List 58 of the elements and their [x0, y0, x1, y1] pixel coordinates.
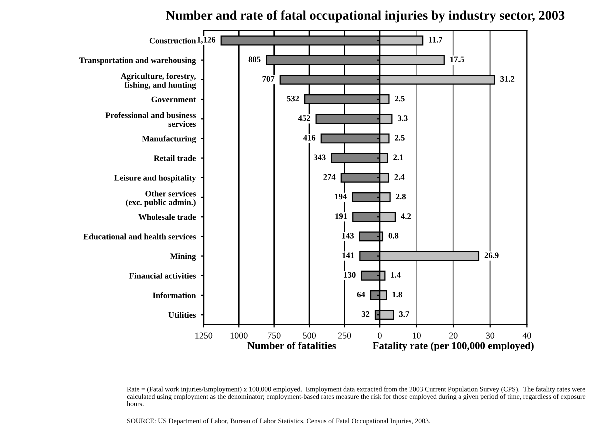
x-tick-label: 40: [522, 332, 532, 339]
data-label: 2.8: [396, 194, 406, 200]
data-label: 532: [287, 96, 300, 102]
y-tick-label: Educational and health services: [84, 234, 196, 240]
data-label: 26.9: [484, 252, 499, 258]
data-label: 2.1: [394, 154, 404, 160]
y-tick-label: Professional and business services: [106, 112, 196, 128]
data-label: 274: [324, 174, 336, 180]
data-label: 64: [357, 292, 366, 298]
y-tick-label: Utilities: [168, 312, 196, 318]
chart-title: Number and rate of fatal occupational injuries by industry sector, 2003: [166, 10, 565, 23]
y-tick-label: Mining: [170, 253, 196, 262]
x-tick-label: 30: [486, 332, 495, 339]
x-tick-label: 0: [378, 332, 382, 339]
data-label: 11.7: [429, 37, 443, 43]
x-axis-title: Fatality rate (per 100,000 employed): [373, 342, 534, 352]
y-tick-label: Financial activities: [130, 272, 196, 279]
data-label: 32: [362, 312, 370, 318]
data-label: 343: [314, 154, 326, 160]
y-tick-label: Transportation and warehousing: [80, 57, 196, 66]
x-tick-label: 10: [413, 332, 421, 339]
data-label: 1.8: [392, 292, 402, 298]
data-label: 130: [344, 272, 356, 278]
x-tick-label: 250: [338, 332, 352, 339]
y-tick-label: Manufacturing: [142, 136, 196, 144]
y-tick-label: Other services (exc. public admin.): [126, 190, 196, 208]
data-label: 452: [298, 116, 310, 122]
data-label: 3.7: [399, 312, 410, 318]
data-label: 191: [336, 214, 348, 220]
x-tick-label: 1250: [196, 332, 213, 339]
x-tick-label: 750: [268, 332, 281, 339]
data-label: 31.2: [500, 76, 515, 82]
data-label: 416: [303, 135, 316, 141]
data-label: 1.4: [391, 272, 401, 278]
data-label: 2.5: [395, 135, 405, 141]
x-tick-label: 500: [303, 332, 316, 339]
data-label: 143: [342, 233, 354, 239]
y-tick-label: Government: [152, 96, 196, 102]
data-label: 3.3: [398, 116, 408, 122]
y-tick-label: Wholesale trade: [138, 214, 196, 220]
y-tick-label: Retail trade: [154, 155, 196, 162]
data-label: 194: [335, 194, 347, 200]
data-label: 2.4: [394, 174, 405, 180]
data-label: 4.2: [401, 214, 412, 220]
x-axis-title: Number of fatalities: [248, 342, 336, 350]
y-tick-label: Information: [153, 292, 196, 298]
data-label: 141: [342, 252, 354, 258]
data-label: 1,126: [198, 37, 216, 44]
data-label: 17.5: [450, 56, 464, 62]
y-tick-label: Agriculture, forestry, fishing, and hunting: [120, 73, 196, 90]
y-tick-label: Leisure and hospitality: [114, 175, 196, 183]
data-label: 2.5: [395, 96, 405, 102]
data-label: 707: [262, 76, 275, 82]
x-tick-label: 20: [449, 332, 458, 339]
x-tick-label: 1000: [230, 332, 248, 339]
data-label: 0.8: [388, 233, 399, 239]
data-label: 805: [248, 56, 261, 62]
y-tick-label: Construction: [150, 38, 196, 44]
